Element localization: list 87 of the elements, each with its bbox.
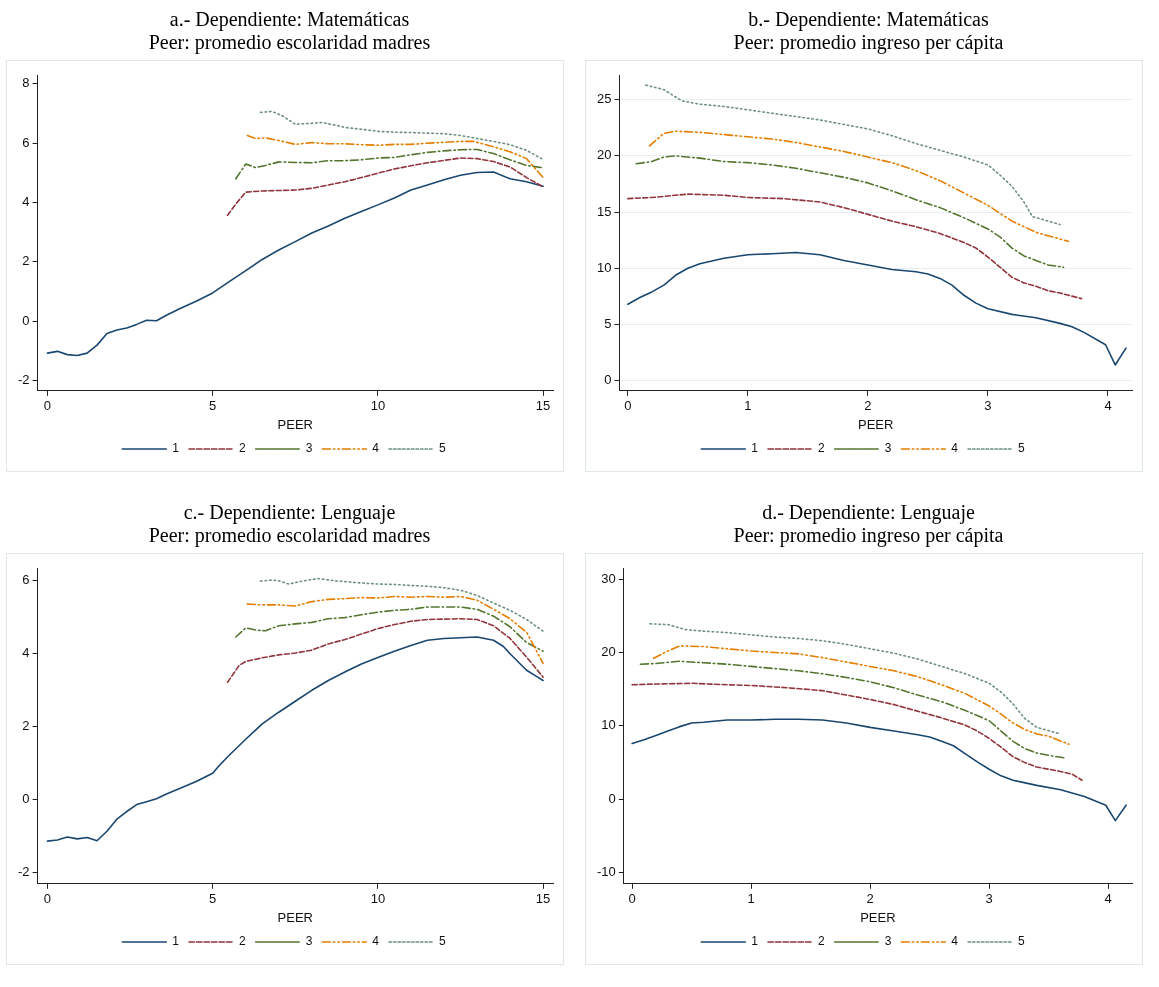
x-tick-label: 5 — [209, 398, 217, 414]
line-series — [226, 157, 544, 217]
y-tick-label: 6 — [22, 572, 30, 588]
x-tick-label: 0 — [624, 398, 632, 414]
x-tick-label: 15 — [535, 891, 551, 907]
chart-title: d.- Dependiente: Lenguaje — [761, 501, 976, 524]
y-tick-label: 4 — [22, 194, 30, 210]
legend-label: 4 — [951, 934, 959, 949]
x-tick-label: 3 — [985, 891, 993, 907]
y-tick-label: 2 — [22, 253, 30, 269]
legend-label: 3 — [305, 441, 313, 456]
chart-title: c.- Dependiente: Lenguaje — [182, 501, 397, 524]
y-tick-label: 0 — [22, 312, 30, 328]
legend-label: 2 — [817, 441, 825, 456]
y-tick-label: 8 — [22, 75, 30, 91]
x-tick-label: 1 — [747, 891, 755, 907]
legend-label: 4 — [372, 934, 380, 949]
legend-label: 5 — [1018, 441, 1026, 456]
chart-subtitle: Peer: promedio escolaridad madres — [147, 524, 432, 547]
chart-title: a.- Dependiente: Matemáticas — [168, 8, 411, 31]
x-axis-title: PEER — [277, 416, 313, 432]
chart-subtitle: Peer: promedio ingreso per cápita — [732, 524, 1005, 547]
x-tick-label: 2 — [864, 398, 872, 414]
y-tick-label: 10 — [596, 259, 612, 275]
y-tick-label: 10 — [601, 717, 616, 733]
line-series — [246, 134, 544, 179]
legend-label: 2 — [817, 934, 825, 949]
x-axis-title: PEER — [277, 909, 313, 925]
legend-label: 1 — [751, 934, 759, 949]
y-tick-label: 6 — [22, 134, 30, 150]
y-tick-label: 4 — [22, 645, 30, 661]
x-tick-label: 1 — [744, 398, 752, 414]
legend-label: 1 — [751, 441, 759, 456]
y-tick-label: 15 — [596, 203, 612, 219]
x-tick-label: 0 — [43, 891, 52, 907]
y-tick-label: 0 — [608, 790, 616, 806]
line-series — [627, 193, 1083, 300]
line-series — [652, 645, 1070, 746]
x-tick-label: 0 — [43, 398, 52, 414]
legend-label: 5 — [439, 441, 447, 456]
line-series — [259, 110, 544, 161]
x-tick-label: 4 — [1104, 891, 1112, 907]
x-tick-label: 5 — [209, 891, 217, 907]
x-tick-label: 10 — [370, 891, 386, 907]
y-tick-label: -2 — [18, 864, 30, 880]
legend-label: 2 — [238, 441, 246, 456]
chart-subtitle: Peer: promedio ingreso per cápita — [732, 31, 1005, 54]
line-series — [259, 577, 544, 632]
line-series — [246, 595, 544, 665]
x-tick-label: 15 — [535, 398, 551, 414]
x-tick-label: 3 — [984, 398, 992, 414]
legend-label: 5 — [1018, 934, 1026, 949]
line-series — [648, 130, 1070, 243]
y-tick-label: 0 — [604, 372, 612, 388]
y-tick-label: 0 — [22, 791, 30, 807]
y-tick-label: -2 — [18, 372, 30, 387]
line-series — [631, 682, 1083, 782]
x-axis-title: PEER — [860, 909, 896, 925]
line-series — [235, 606, 544, 653]
y-tick-label: -10 — [596, 864, 616, 880]
chart-title: b.- Dependiente: Matemáticas — [747, 8, 990, 31]
x-tick-label: 2 — [866, 891, 874, 907]
legend-label: 1 — [172, 441, 180, 456]
x-axis-title: PEER — [858, 416, 894, 432]
legend-label: 5 — [439, 934, 447, 949]
legend-label: 2 — [238, 934, 246, 949]
line-series — [635, 155, 1065, 268]
line-series — [645, 84, 1061, 226]
chart-subtitle: Peer: promedio escolaridad madres — [147, 31, 432, 54]
y-tick-label: 2 — [22, 718, 30, 734]
legend-label: 4 — [951, 441, 959, 456]
line-series — [649, 623, 1062, 735]
y-tick-label: 25 — [596, 91, 612, 107]
x-tick-label: 10 — [370, 398, 386, 414]
y-tick-label: 30 — [601, 570, 616, 586]
legend-label: 3 — [305, 934, 313, 949]
line-series — [226, 617, 544, 684]
x-tick-label: 0 — [628, 891, 636, 907]
y-tick-label: 20 — [596, 147, 612, 163]
y-tick-label: 20 — [601, 644, 616, 660]
legend-label: 1 — [172, 934, 180, 949]
line-series — [235, 148, 544, 180]
x-tick-label: 4 — [1104, 398, 1112, 414]
legend-label: 4 — [372, 441, 380, 456]
y-tick-label: 5 — [604, 316, 612, 332]
legend-label: 3 — [884, 441, 892, 456]
legend-label: 3 — [884, 934, 892, 949]
